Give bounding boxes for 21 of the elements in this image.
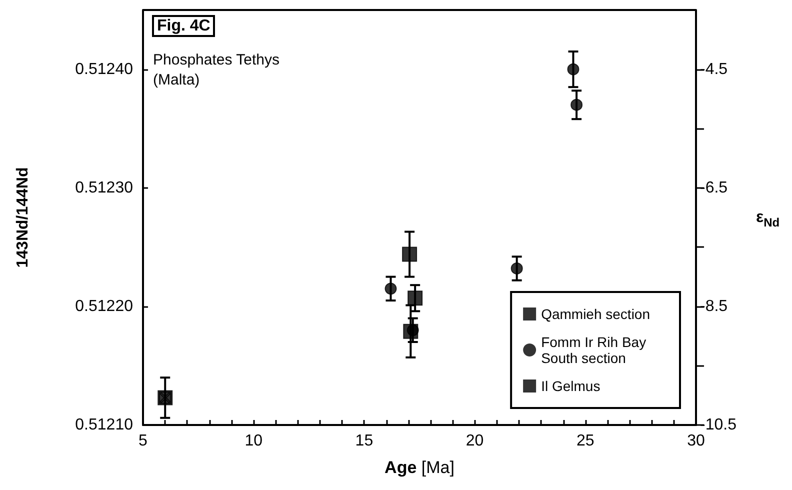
chart-title: Fig. 4C [157, 18, 211, 34]
x-axis-title: Age [Ma] [384, 458, 454, 477]
x-tick-label: 5 [138, 432, 148, 450]
x-tick-label: 15 [355, 432, 374, 450]
x-tick-label: 20 [466, 432, 484, 450]
legend-label: Il Gelmus [541, 378, 600, 394]
y-tick-label: 0.51230 [75, 179, 134, 196]
y-axis-title: 143Nd/144Nd [14, 167, 32, 268]
x-tick-label: 10 [244, 432, 263, 450]
y2-tick-label: -4.5 [700, 60, 728, 78]
annotation: Phosphates Tethys (Malta) [153, 52, 280, 88]
x-tick-label: 30 [687, 432, 705, 450]
y-tick-label: 0.51240 [75, 60, 134, 78]
y-tick-label: 0.51210 [75, 416, 134, 434]
y2-tick-label: -6.5 [700, 179, 728, 196]
legend-label: Fomm Ir Rih Bay South section [541, 334, 646, 366]
x-tick-label: 25 [576, 432, 594, 450]
y2-tick-label: -8.5 [700, 298, 728, 315]
y-tick-label: 0.51220 [75, 298, 134, 315]
y2-tick-label: -10.5 [700, 416, 737, 434]
legend-label: Qammieh section [541, 306, 650, 322]
